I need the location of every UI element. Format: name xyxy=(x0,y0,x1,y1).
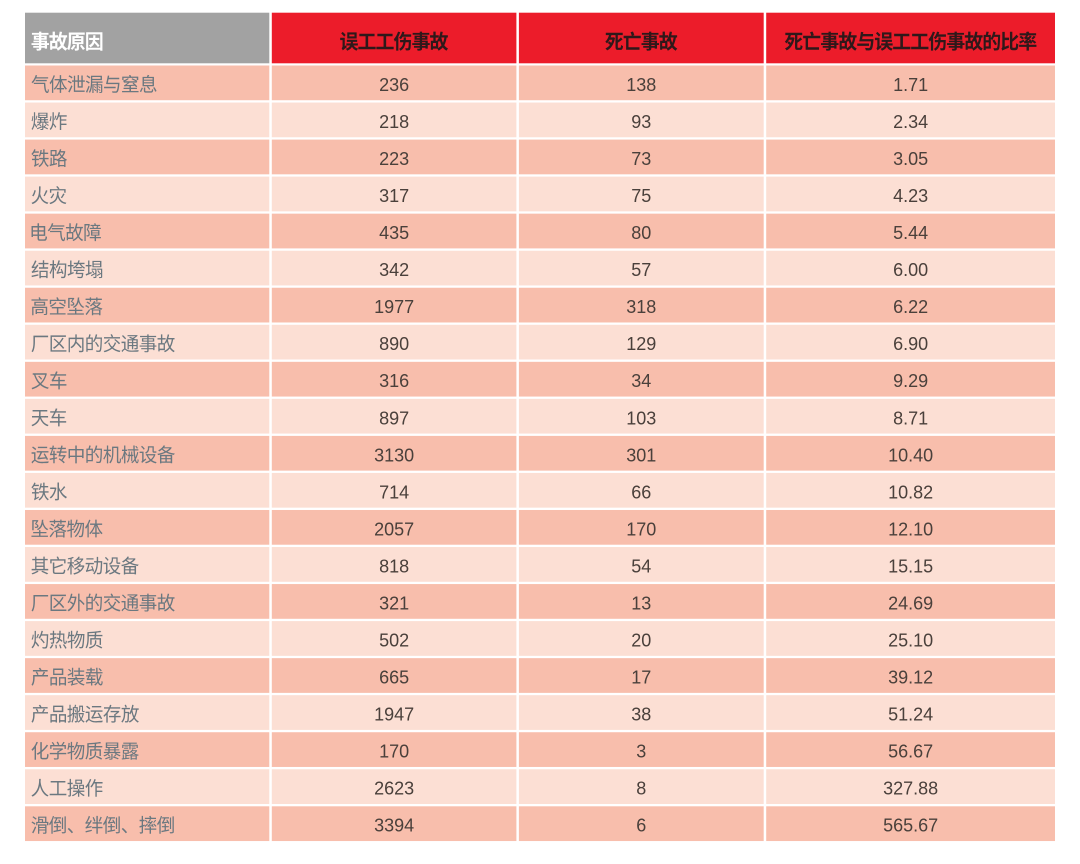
svg-text:170: 170 xyxy=(379,742,409,762)
svg-text:502: 502 xyxy=(379,631,409,651)
svg-text:93: 93 xyxy=(631,112,651,132)
svg-text:34: 34 xyxy=(631,371,651,391)
svg-text:2.34: 2.34 xyxy=(893,112,928,132)
svg-text:12.10: 12.10 xyxy=(888,519,933,539)
svg-text:435: 435 xyxy=(379,223,409,243)
svg-text:24.69: 24.69 xyxy=(888,593,933,613)
svg-text:2623: 2623 xyxy=(374,779,414,799)
svg-text:66: 66 xyxy=(631,482,651,502)
svg-text:8.71: 8.71 xyxy=(893,408,928,428)
svg-text:170: 170 xyxy=(626,519,656,539)
svg-text:6.90: 6.90 xyxy=(893,334,928,354)
svg-text:890: 890 xyxy=(379,334,409,354)
svg-text:3: 3 xyxy=(636,742,646,762)
svg-text:3130: 3130 xyxy=(374,445,414,465)
svg-text:75: 75 xyxy=(631,186,651,206)
svg-text:218: 218 xyxy=(379,112,409,132)
svg-text:8: 8 xyxy=(636,779,646,799)
svg-text:13: 13 xyxy=(631,593,651,613)
svg-text:318: 318 xyxy=(626,297,656,317)
svg-text:3.05: 3.05 xyxy=(893,149,928,169)
svg-text:327.88: 327.88 xyxy=(883,779,938,799)
svg-text:56.67: 56.67 xyxy=(888,742,933,762)
svg-text:2057: 2057 xyxy=(374,519,414,539)
svg-text:665: 665 xyxy=(379,668,409,688)
svg-text:714: 714 xyxy=(379,482,409,502)
svg-text:51.24: 51.24 xyxy=(888,705,933,725)
svg-text:6.00: 6.00 xyxy=(893,260,928,280)
svg-text:80: 80 xyxy=(631,223,651,243)
svg-text:818: 818 xyxy=(379,556,409,576)
svg-text:25.10: 25.10 xyxy=(888,631,933,651)
svg-text:138: 138 xyxy=(626,75,656,95)
svg-text:317: 317 xyxy=(379,186,409,206)
svg-text:38: 38 xyxy=(631,705,651,725)
svg-text:9.29: 9.29 xyxy=(893,371,928,391)
svg-text:20: 20 xyxy=(631,631,651,651)
svg-text:10.40: 10.40 xyxy=(888,445,933,465)
svg-text:1947: 1947 xyxy=(374,705,414,725)
svg-text:73: 73 xyxy=(631,149,651,169)
svg-text:301: 301 xyxy=(626,445,656,465)
svg-text:342: 342 xyxy=(379,260,409,280)
svg-text:1977: 1977 xyxy=(374,297,414,317)
svg-text:316: 316 xyxy=(379,371,409,391)
svg-text:103: 103 xyxy=(626,408,656,428)
svg-text:5.44: 5.44 xyxy=(893,223,928,243)
svg-text:17: 17 xyxy=(631,668,651,688)
svg-text:129: 129 xyxy=(626,334,656,354)
svg-text:6: 6 xyxy=(636,816,646,836)
svg-text:6.22: 6.22 xyxy=(893,297,928,317)
svg-text:565.67: 565.67 xyxy=(883,816,938,836)
svg-text:54: 54 xyxy=(631,556,651,576)
svg-text:4.23: 4.23 xyxy=(893,186,928,206)
svg-text:1.71: 1.71 xyxy=(893,75,928,95)
svg-text:15.15: 15.15 xyxy=(888,556,933,576)
svg-text:223: 223 xyxy=(379,149,409,169)
svg-text:39.12: 39.12 xyxy=(888,668,933,688)
svg-text:897: 897 xyxy=(379,408,409,428)
svg-text:321: 321 xyxy=(379,593,409,613)
svg-text:3394: 3394 xyxy=(374,816,414,836)
svg-text:10.82: 10.82 xyxy=(888,482,933,502)
svg-text:236: 236 xyxy=(379,75,409,95)
svg-text:57: 57 xyxy=(631,260,651,280)
